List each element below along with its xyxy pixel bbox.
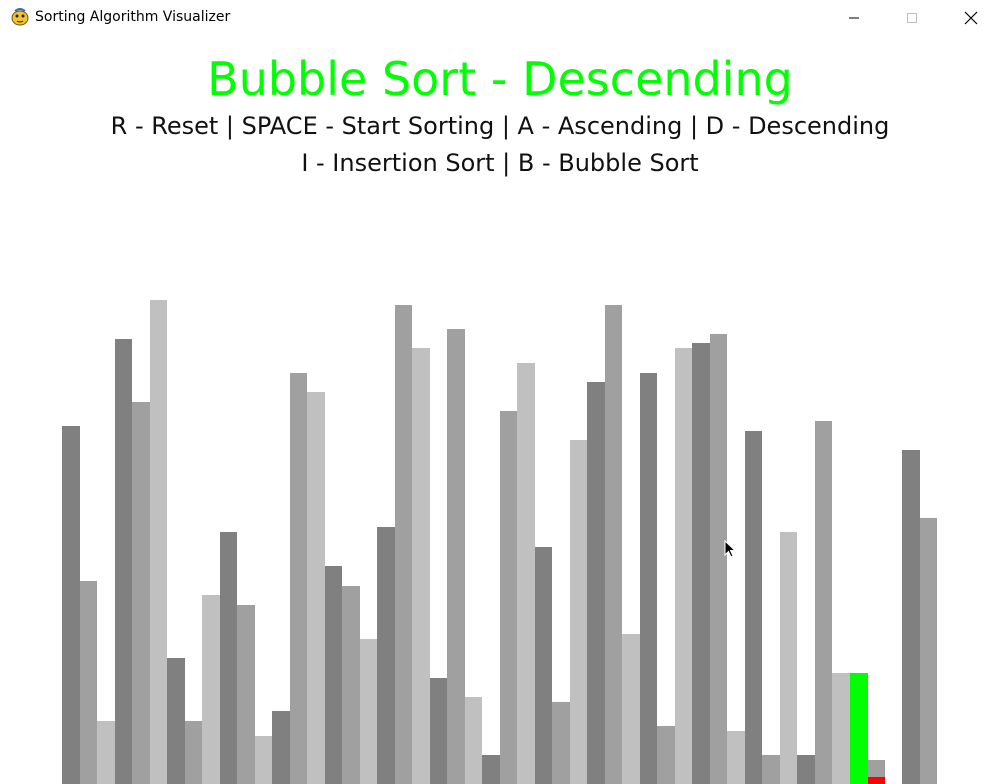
minimize-button[interactable] bbox=[825, 0, 883, 36]
bar bbox=[692, 343, 710, 784]
bar bbox=[79, 580, 97, 784]
bar bbox=[657, 725, 675, 784]
bar bbox=[132, 401, 150, 784]
bar bbox=[622, 633, 640, 784]
maximize-icon bbox=[907, 13, 917, 23]
bar bbox=[587, 382, 605, 784]
minimize-icon bbox=[849, 17, 859, 19]
bar bbox=[569, 440, 587, 784]
bar-highlight bbox=[850, 672, 868, 784]
bar bbox=[342, 585, 360, 784]
bar bbox=[394, 304, 412, 784]
bar bbox=[149, 299, 167, 784]
window-title: Sorting Algorithm Visualizer bbox=[35, 9, 231, 25]
bar bbox=[307, 391, 325, 784]
bar bbox=[237, 604, 255, 784]
bar bbox=[499, 411, 517, 784]
bar bbox=[762, 754, 780, 784]
help-line-controls: R - Reset | SPACE - Start Sorting | A - … bbox=[110, 112, 890, 140]
bar bbox=[167, 658, 185, 784]
bar bbox=[517, 362, 535, 784]
bar bbox=[639, 372, 657, 784]
close-icon bbox=[964, 11, 978, 25]
bar bbox=[324, 566, 342, 784]
bar bbox=[709, 333, 727, 784]
bar bbox=[272, 711, 290, 784]
close-button[interactable] bbox=[942, 0, 1000, 36]
bar bbox=[534, 546, 552, 784]
bar bbox=[184, 721, 202, 784]
bar bbox=[429, 677, 447, 784]
bar bbox=[604, 304, 622, 784]
bar bbox=[62, 425, 80, 784]
bar bbox=[674, 348, 692, 784]
bar-highlight bbox=[867, 776, 885, 784]
algorithm-heading: Bubble Sort - Descending bbox=[207, 52, 793, 106]
bar bbox=[464, 696, 482, 784]
bar bbox=[832, 672, 850, 784]
bar bbox=[552, 701, 570, 784]
bar bbox=[114, 338, 132, 784]
bar bbox=[727, 730, 745, 784]
bar bbox=[412, 348, 430, 784]
bar-visualization bbox=[62, 290, 962, 784]
bar bbox=[902, 449, 920, 784]
bar bbox=[377, 527, 395, 784]
bar bbox=[447, 328, 465, 784]
bar bbox=[744, 430, 762, 784]
bar bbox=[797, 754, 815, 784]
bar bbox=[219, 532, 237, 784]
mouse-cursor-icon bbox=[724, 540, 736, 558]
bar bbox=[814, 420, 832, 784]
bar bbox=[289, 372, 307, 784]
bar bbox=[482, 754, 500, 784]
bar bbox=[919, 517, 937, 784]
bar bbox=[97, 721, 115, 784]
maximize-button[interactable] bbox=[883, 0, 941, 36]
bar bbox=[202, 595, 220, 784]
bar bbox=[359, 638, 377, 784]
title-bar: Sorting Algorithm Visualizer bbox=[0, 0, 1000, 36]
bar bbox=[254, 735, 272, 784]
help-line-algorithms: I - Insertion Sort | B - Bubble Sort bbox=[301, 149, 699, 177]
pygame-snake-icon bbox=[11, 8, 29, 26]
bar bbox=[779, 532, 797, 784]
